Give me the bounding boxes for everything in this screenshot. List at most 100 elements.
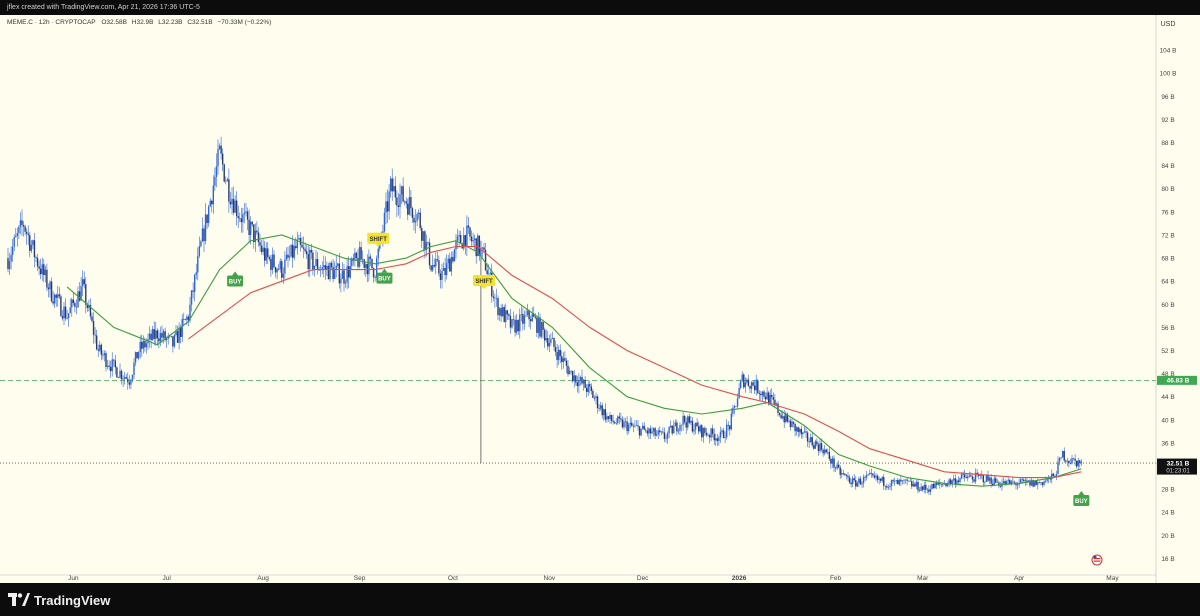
candle-body [805, 431, 807, 433]
candle-body [788, 420, 790, 422]
candle-body [841, 473, 843, 475]
candle-body [324, 265, 327, 270]
candle-body [651, 431, 653, 434]
flag-icon[interactable] [1091, 554, 1103, 566]
candle-body [495, 298, 498, 299]
level-tag [1157, 458, 1197, 475]
candle-body [637, 425, 639, 427]
candle-body [277, 268, 280, 270]
candle-body [981, 475, 983, 476]
candle-body [676, 422, 678, 432]
candle-body [993, 478, 995, 486]
candle-body [862, 476, 865, 484]
candle-body [935, 483, 938, 485]
candle-body [763, 391, 765, 397]
candle-body [27, 233, 29, 236]
candle-body [848, 477, 851, 483]
currency-label[interactable]: USD [1161, 21, 1176, 28]
candle-body [799, 428, 801, 433]
candle-body [599, 405, 602, 409]
candle-body [537, 317, 540, 333]
candle-body [915, 481, 918, 487]
candle-body [473, 238, 476, 241]
candle-body [918, 490, 921, 491]
candle-body [1071, 458, 1073, 464]
candle-body [453, 249, 456, 262]
candle-body [122, 378, 124, 380]
countdown-label: 01:23:01 [1166, 469, 1190, 475]
candle-body [469, 227, 471, 237]
candle-body [982, 475, 985, 483]
candle-body [1007, 479, 1009, 481]
x-tick-label: Feb [830, 575, 842, 582]
candle-body [785, 413, 787, 423]
candle-body [85, 284, 87, 305]
candle-body [134, 352, 137, 363]
candle-body [38, 266, 40, 269]
candle-body [1032, 480, 1034, 487]
candle-body [548, 342, 551, 347]
candle-body [281, 261, 283, 278]
candle-body [758, 392, 761, 394]
candle-body [338, 263, 341, 284]
horizontal-levels [0, 379, 1156, 464]
candle-body [309, 249, 311, 270]
candle-body [1058, 457, 1061, 462]
candle-body [579, 376, 582, 381]
candle-body [1040, 482, 1042, 483]
y-tick-label: 44 B [1161, 394, 1174, 401]
buy-arrow [381, 268, 388, 273]
symbol-legend[interactable]: MEME.C · 12h · CRYPTOCAP O32.58B H32.9B … [7, 19, 271, 26]
candle-body [290, 244, 292, 257]
candle-body [802, 432, 804, 435]
candle-body [956, 480, 958, 485]
candle-body [248, 219, 250, 236]
candle-body [752, 382, 754, 386]
price-axis[interactable]: 16 B20 B24 B28 B32 B36 B40 B44 B48 B52 B… [1155, 15, 1197, 583]
candle-body [214, 176, 216, 186]
candle-body [39, 268, 42, 275]
candle-body [842, 473, 845, 474]
candle-body [803, 431, 806, 433]
candle-body [148, 333, 151, 339]
y-tick-label: 36 B [1161, 440, 1174, 447]
attribution-bar: jflex created with TradingView.com, Apr … [0, 0, 1200, 15]
candle-body [127, 378, 129, 383]
candle-body [575, 375, 577, 383]
close-value: C32.51B [187, 19, 212, 26]
x-tick-label: May [1106, 575, 1119, 582]
candle-body [117, 377, 120, 379]
candle-body [562, 358, 565, 363]
candle-body [691, 420, 694, 432]
candle-body [475, 238, 477, 257]
candle-body [710, 428, 712, 438]
candle-body [231, 198, 233, 205]
candle-body [120, 370, 123, 380]
candle-body [116, 367, 118, 378]
candle-body [699, 425, 701, 432]
candle-body [431, 265, 434, 271]
candle-body [176, 331, 179, 343]
candle-body [447, 258, 449, 264]
candle-body [234, 200, 236, 213]
candle-body [442, 267, 445, 271]
candle-body [876, 475, 879, 480]
candle-body [136, 352, 138, 359]
candle-body [304, 248, 306, 252]
candle-body [391, 178, 393, 192]
candle-body [811, 437, 813, 446]
buy-arrow [1078, 491, 1085, 496]
candle-body [596, 396, 599, 409]
tradingview-logo[interactable]: TradingView [8, 592, 110, 608]
candle-body [791, 421, 793, 428]
time-axis[interactable]: Jun Jul Aug Sep Oct Nov Dec 2026 Feb Mar Apr May [0, 574, 1156, 582]
candle-body [766, 392, 768, 400]
candle-body [764, 396, 767, 400]
candle-body [467, 225, 470, 228]
candle-body [954, 478, 957, 485]
candle-body [781, 416, 784, 419]
candle-body [867, 474, 869, 476]
candle-body [480, 248, 482, 256]
